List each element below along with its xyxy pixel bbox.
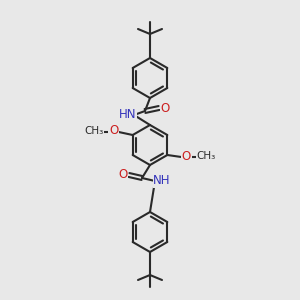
Text: O: O [118,169,127,182]
Text: CH₃: CH₃ [84,126,103,136]
Text: O: O [182,149,191,163]
Text: CH₃: CH₃ [197,151,216,161]
Text: HN: HN [119,107,137,121]
Text: NH: NH [153,175,171,188]
Text: O: O [160,101,169,115]
Text: O: O [109,124,118,137]
